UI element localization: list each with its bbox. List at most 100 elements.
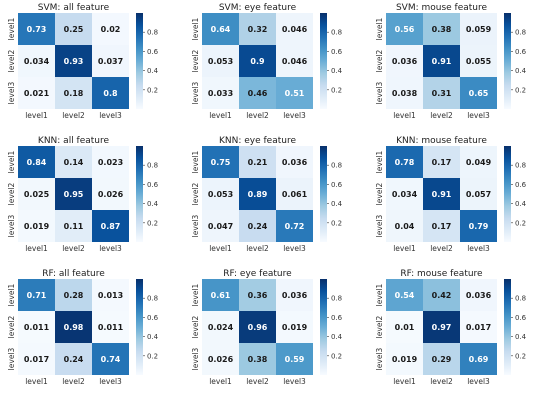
cell-value-label: 0.034 bbox=[392, 190, 418, 199]
cell-value-label: 0.02 bbox=[101, 25, 121, 34]
heatmap-cell bbox=[55, 343, 92, 375]
heatmap-cell bbox=[18, 77, 55, 109]
x-tick-label: level2 bbox=[62, 111, 85, 120]
heatmap-cell bbox=[460, 279, 497, 311]
colorbar bbox=[504, 279, 511, 375]
heatmap-cell bbox=[239, 146, 276, 178]
heatmap-cell bbox=[18, 146, 55, 178]
y-tick-label: level2 bbox=[375, 182, 384, 205]
x-tick-label: level1 bbox=[209, 244, 232, 253]
colorbar-tick-label: 0.6 bbox=[147, 314, 159, 322]
x-tick-label: level3 bbox=[467, 244, 490, 253]
cell-value-label: 0.38 bbox=[432, 25, 452, 34]
cell-value-label: 0.38 bbox=[248, 355, 268, 364]
cell-value-label: 0.95 bbox=[64, 190, 84, 199]
heatmap-cell bbox=[92, 178, 129, 210]
heatmap-cell bbox=[423, 279, 460, 311]
colorbar bbox=[320, 146, 327, 242]
colorbar-tick-label: 0.6 bbox=[147, 181, 159, 189]
cell-value-label: 0.14 bbox=[64, 158, 84, 167]
y-tick-label: level2 bbox=[7, 49, 16, 72]
colorbar-tick-label: 0.8 bbox=[147, 29, 158, 37]
cell-value-label: 0.055 bbox=[466, 57, 492, 66]
x-tick-label: level3 bbox=[467, 377, 490, 386]
cell-value-label: 0.97 bbox=[432, 323, 452, 332]
heatmap-cell bbox=[202, 311, 239, 343]
heatmap-cell bbox=[18, 279, 55, 311]
colorbar-tick-label: 0.2 bbox=[515, 86, 526, 94]
heatmap-cell bbox=[386, 45, 423, 77]
cell-value-label: 0.32 bbox=[248, 25, 268, 34]
heatmap-cell bbox=[18, 343, 55, 375]
y-tick-label: level3 bbox=[191, 214, 200, 237]
heatmap-cell bbox=[18, 210, 55, 242]
x-tick-label: level3 bbox=[283, 111, 306, 120]
y-tick-label: level2 bbox=[191, 182, 200, 205]
y-tick-label: level3 bbox=[375, 81, 384, 104]
heatmap-cell bbox=[239, 13, 276, 45]
heatmap-cell bbox=[239, 279, 276, 311]
cell-value-label: 0.019 bbox=[282, 323, 308, 332]
cell-value-label: 0.17 bbox=[432, 222, 452, 231]
colorbar-tick-label: 0.8 bbox=[147, 295, 158, 303]
x-tick-label: level3 bbox=[283, 244, 306, 253]
y-tick-label: level3 bbox=[7, 347, 16, 370]
colorbar-tick-label: 0.2 bbox=[147, 219, 158, 227]
heatmap-cell bbox=[423, 311, 460, 343]
cell-value-label: 0.057 bbox=[466, 190, 491, 199]
colorbar-tick-label: 0.8 bbox=[515, 162, 526, 170]
heatmap-cell bbox=[18, 13, 55, 45]
y-tick-label: level1 bbox=[375, 17, 384, 40]
heatmap-cell bbox=[18, 45, 55, 77]
cell-value-label: 0.013 bbox=[98, 291, 123, 300]
heatmap-cell bbox=[276, 146, 313, 178]
heatmap-cell bbox=[423, 210, 460, 242]
y-tick-label: level3 bbox=[191, 347, 200, 370]
colorbar-tick-label: 0.8 bbox=[515, 295, 526, 303]
panel-title: SVM: mouse feature bbox=[396, 3, 488, 13]
panel-title: RF: mouse feature bbox=[400, 269, 483, 279]
y-tick-label: level2 bbox=[375, 49, 384, 72]
cell-value-label: 0.31 bbox=[432, 89, 452, 98]
heatmap-cell bbox=[202, 343, 239, 375]
colorbar-tick-label: 0.6 bbox=[331, 314, 343, 322]
colorbar-tick-label: 0.2 bbox=[147, 352, 158, 360]
colorbar-tick-label: 0.6 bbox=[515, 181, 527, 189]
colorbar bbox=[504, 13, 511, 109]
x-tick-label: level2 bbox=[430, 111, 453, 120]
cell-value-label: 0.84 bbox=[27, 158, 47, 167]
heatmap-cell bbox=[92, 45, 129, 77]
cell-value-label: 0.75 bbox=[211, 158, 231, 167]
heatmap-cell bbox=[202, 146, 239, 178]
confusion-matrix-panel-7: RF: all feature 0.71 0.28 0.013 0.011 0.98 0.0… bbox=[7, 269, 159, 386]
heatmap-cell bbox=[239, 343, 276, 375]
heatmap-cell bbox=[55, 210, 92, 242]
heatmap-cell bbox=[460, 343, 497, 375]
heatmap-cell bbox=[423, 77, 460, 109]
x-tick-label: level1 bbox=[209, 111, 232, 120]
heatmap-cell bbox=[386, 77, 423, 109]
cell-value-label: 0.8 bbox=[103, 89, 118, 98]
cell-value-label: 0.28 bbox=[64, 291, 84, 300]
colorbar bbox=[136, 146, 143, 242]
cell-value-label: 0.059 bbox=[466, 25, 492, 34]
cell-value-label: 0.91 bbox=[432, 57, 452, 66]
cell-value-label: 0.74 bbox=[101, 355, 121, 364]
heatmap-cell bbox=[92, 77, 129, 109]
cell-value-label: 0.36 bbox=[248, 291, 268, 300]
cell-value-label: 0.017 bbox=[24, 355, 49, 364]
cell-value-label: 0.017 bbox=[466, 323, 491, 332]
heatmap-cell bbox=[276, 311, 313, 343]
cell-value-label: 0.011 bbox=[24, 323, 50, 332]
cell-value-label: 0.79 bbox=[469, 222, 489, 231]
heatmap-cell bbox=[386, 279, 423, 311]
heatmap-cell bbox=[276, 13, 313, 45]
heatmap-cell bbox=[92, 210, 129, 242]
y-tick-label: level1 bbox=[7, 17, 16, 40]
cell-value-label: 0.78 bbox=[395, 158, 415, 167]
cell-value-label: 0.17 bbox=[432, 158, 452, 167]
heatmap-cell bbox=[423, 13, 460, 45]
x-tick-label: level2 bbox=[430, 377, 453, 386]
cell-value-label: 0.023 bbox=[98, 158, 123, 167]
heatmap-cell bbox=[423, 146, 460, 178]
